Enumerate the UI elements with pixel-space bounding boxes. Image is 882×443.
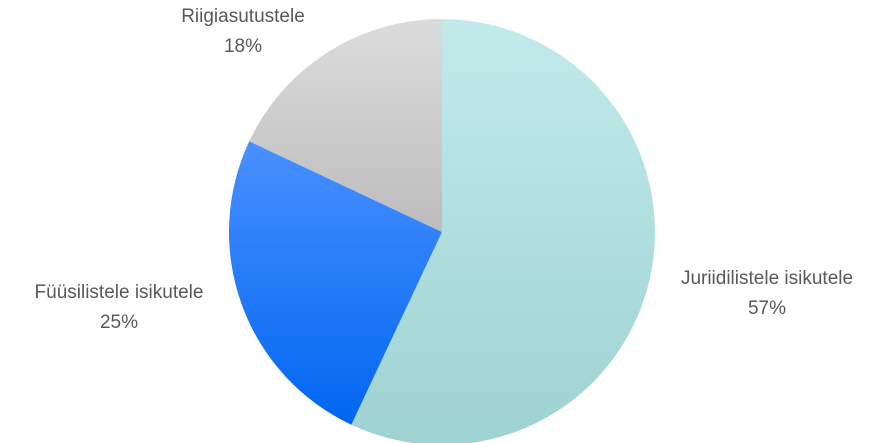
slice-label-name: Riigiasutustele (181, 6, 305, 27)
slice-label-name: Juriidilistele isikutele (681, 268, 853, 289)
data-label-riigiasutustele: Riigiasutustele 18% (181, 6, 305, 57)
slice-label-value: 25% (100, 312, 138, 333)
slice-label-value: 57% (748, 298, 786, 319)
slices-layer (228, 18, 655, 443)
slice-label-value: 18% (224, 36, 262, 57)
slice-label-name: Füüsilistele isikutele (35, 282, 204, 303)
pie-slice-riigiasutustele (249, 18, 442, 232)
pie-slice-juriidilistele-isikutele (351, 19, 655, 443)
data-label-juriidilistele-isikutele: Juriidilistele isikutele 57% (681, 268, 853, 319)
labels-layer: Juriidilistele isikutele 57% Füüsilistele … (35, 6, 854, 333)
data-label-fuusilistele-isikutele: Füüsilistele isikutele 25% (35, 282, 204, 333)
pie-slice-fuusilistele-isikutele (228, 141, 442, 425)
